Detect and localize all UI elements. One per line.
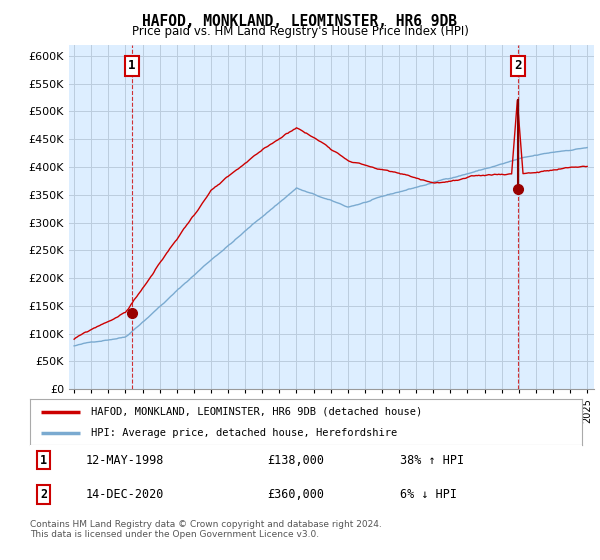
Text: £360,000: £360,000 <box>268 488 325 501</box>
Text: 6% ↓ HPI: 6% ↓ HPI <box>400 488 457 501</box>
Text: 14-DEC-2020: 14-DEC-2020 <box>85 488 164 501</box>
Text: 1: 1 <box>40 454 47 466</box>
Text: HAFOD, MONKLAND, LEOMINSTER, HR6 9DB (detached house): HAFOD, MONKLAND, LEOMINSTER, HR6 9DB (de… <box>91 407 422 417</box>
Text: HAFOD, MONKLAND, LEOMINSTER, HR6 9DB: HAFOD, MONKLAND, LEOMINSTER, HR6 9DB <box>143 14 458 29</box>
Text: Price paid vs. HM Land Registry's House Price Index (HPI): Price paid vs. HM Land Registry's House … <box>131 25 469 38</box>
Text: £138,000: £138,000 <box>268 454 325 466</box>
Text: 12-MAY-1998: 12-MAY-1998 <box>85 454 164 466</box>
Text: HPI: Average price, detached house, Herefordshire: HPI: Average price, detached house, Here… <box>91 428 397 438</box>
Text: 2: 2 <box>514 59 521 72</box>
Text: 2: 2 <box>40 488 47 501</box>
Text: 1: 1 <box>128 59 136 72</box>
Text: Contains HM Land Registry data © Crown copyright and database right 2024.
This d: Contains HM Land Registry data © Crown c… <box>30 520 382 539</box>
Text: 38% ↑ HPI: 38% ↑ HPI <box>400 454 464 466</box>
